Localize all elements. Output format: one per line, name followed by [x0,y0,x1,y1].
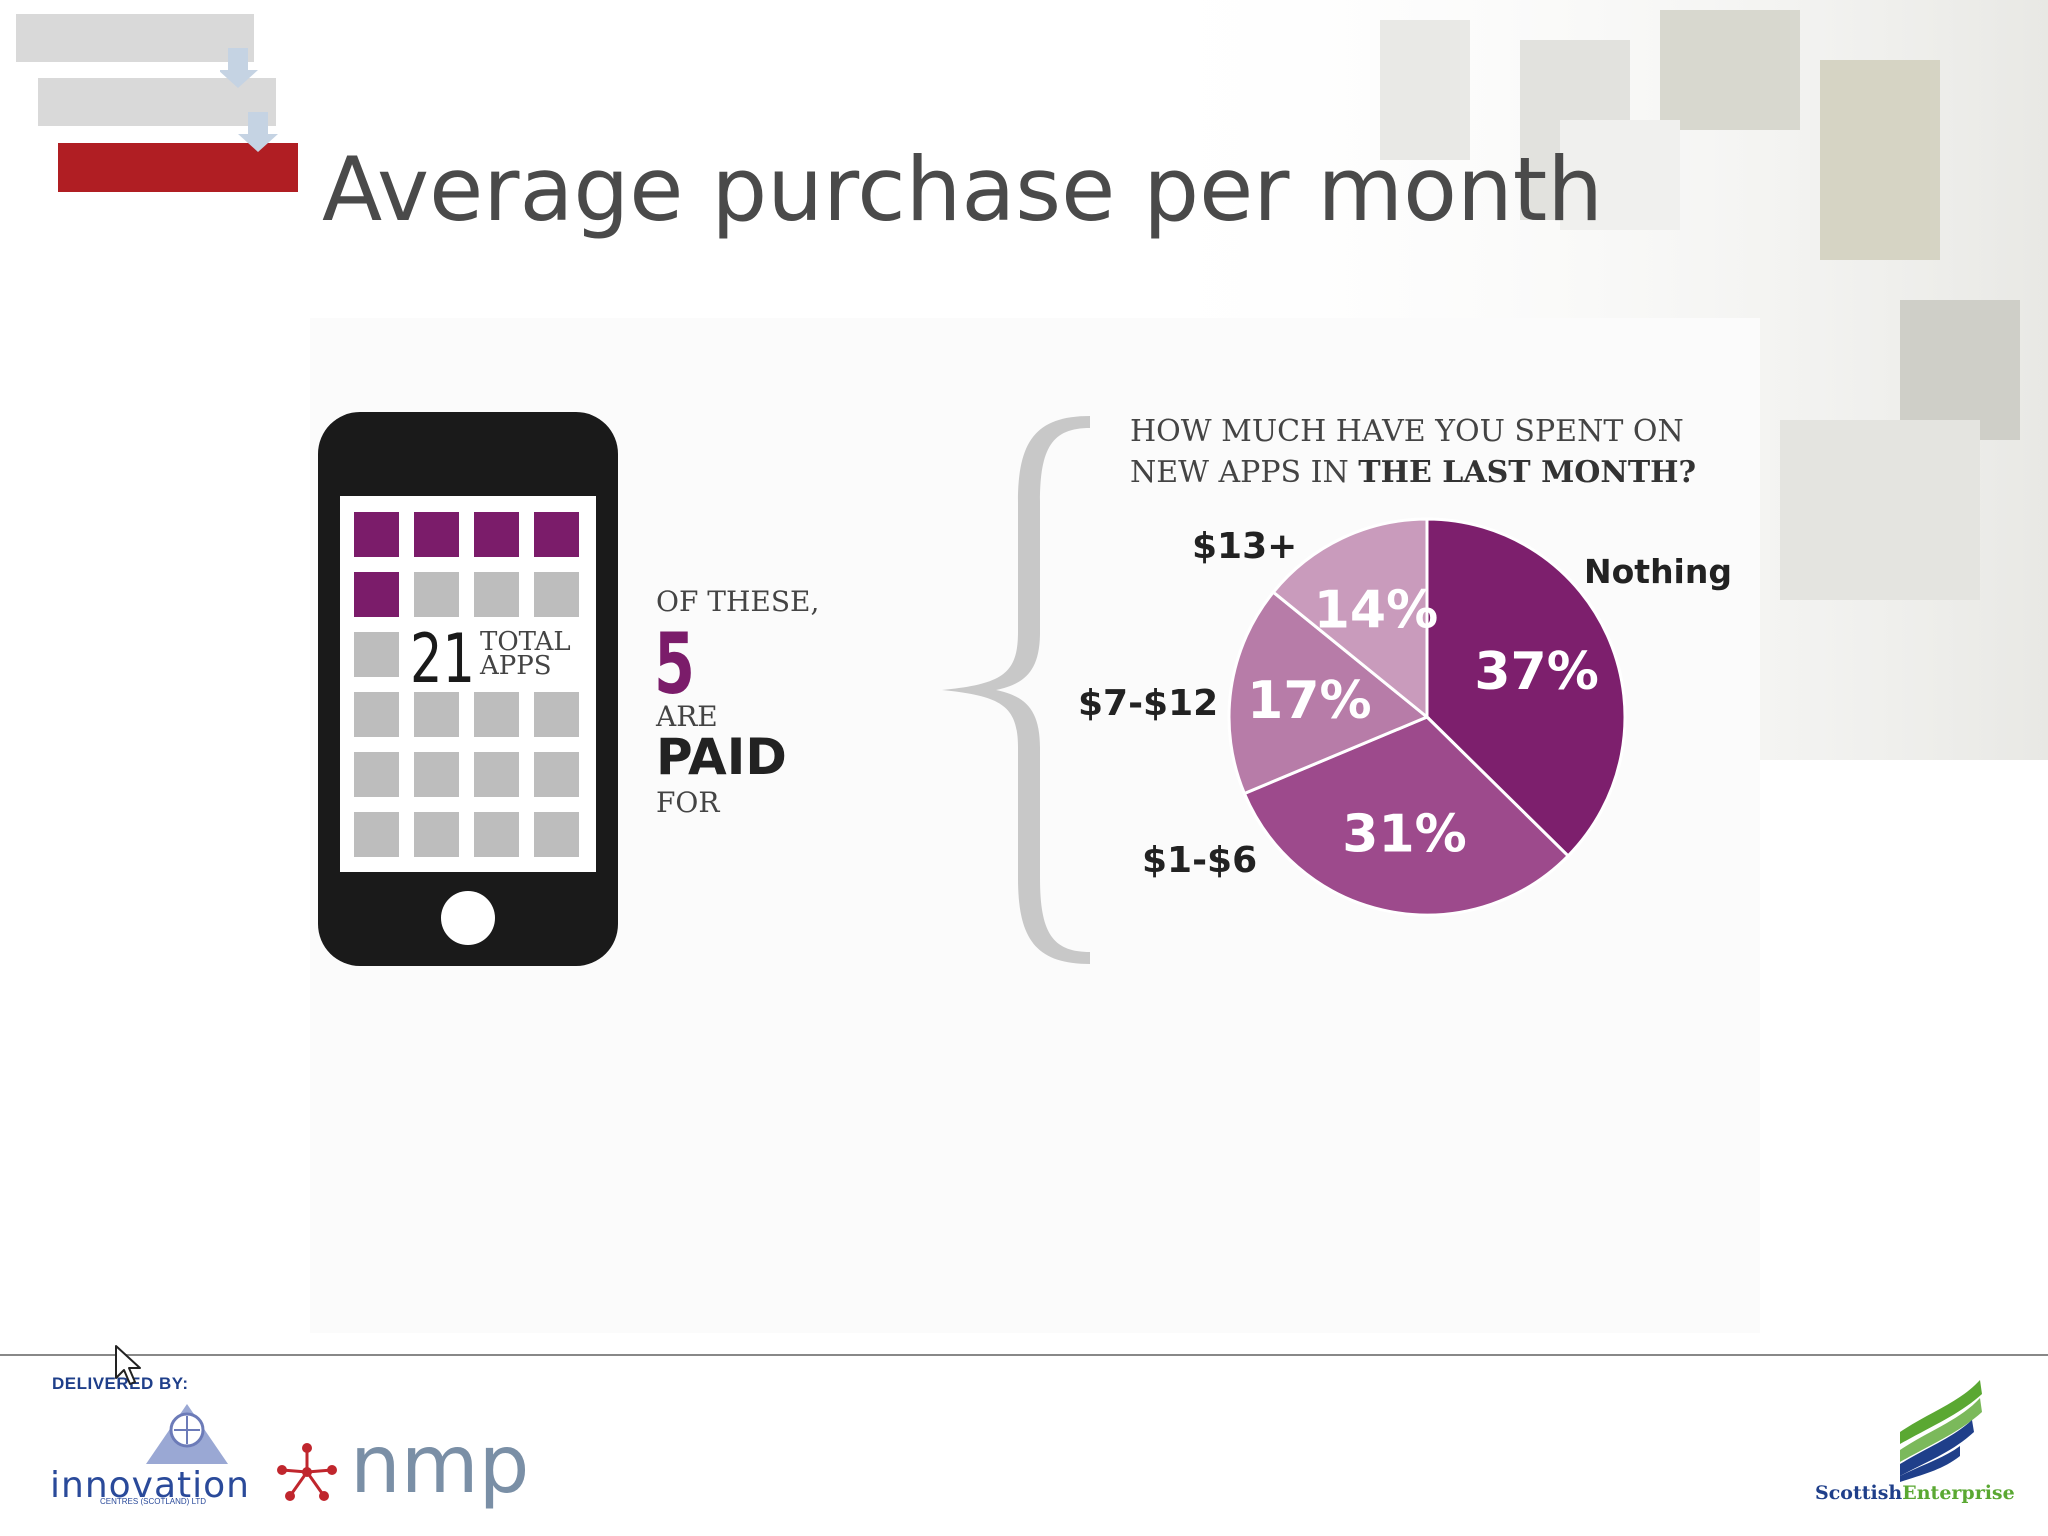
free-app-square [354,692,399,737]
paid-text: PAID [656,728,787,786]
paid-app-square [414,512,459,557]
free-app-square [354,632,399,677]
slide-title: Average purchase per month [322,138,1604,241]
nmp-logo-icon [277,1443,337,1501]
scottish-enterprise-logo-icon [1900,1380,1982,1482]
pie-slice-nothing [1425,517,1627,859]
scottish-enterprise-logo-text: ScottishEnterprise [1815,1482,2015,1504]
total-label-line1: TOTAL [480,627,571,657]
free-app-square [414,572,459,617]
decor-arrow-icons [220,48,278,152]
question-line1: HOW MUCH HAVE YOU SPENT ON [1130,414,1684,449]
pie-label-7-12: $7-$12 [1078,683,1219,724]
free-app-square [534,752,579,797]
question-line2: NEW APPS IN THE LAST MONTH? [1130,455,1696,490]
question-line2-prefix: NEW APPS IN [1130,455,1359,490]
total-apps-number: 21 [410,620,475,699]
footer-divider [0,1354,2048,1356]
free-app-square [534,812,579,857]
free-app-square [534,692,579,737]
paid-app-square [474,512,519,557]
innovation-logo-text: innovation [50,1465,250,1506]
paid-app-square [354,572,399,617]
pie-label-nothing: Nothing [1584,552,1732,591]
pie-value-label-13-plus: 14% [1314,581,1438,641]
phone-illustration [318,412,618,966]
pie-value-label-7-12: 17% [1247,671,1371,731]
paid-app-square [534,512,579,557]
question-line2-bold: THE LAST MONTH? [1358,455,1697,490]
free-app-square [534,572,579,617]
free-app-square [414,752,459,797]
pie-value-label-1-6: 31% [1342,805,1466,865]
free-app-square [354,812,399,857]
delivered-by-label: DELIVERED BY: [52,1374,189,1393]
paid-apps-number: 5 [654,615,695,713]
for-text: FOR [656,786,720,819]
nmp-logo-text: nmp [350,1418,530,1511]
mouse-cursor-icon [115,1345,141,1385]
pie-label-13-plus: $13+ [1192,526,1298,567]
pie-slice-7-12 [1227,590,1430,796]
are-text: ARE [656,700,718,733]
total-label-line2: APPS [480,651,552,681]
total-apps-label: TOTAL APPS [480,627,571,681]
free-app-square [474,692,519,737]
paid-app-square [354,512,399,557]
innovation-logo-subtext: CENTRES (SCOTLAND) LTD [100,1497,207,1506]
scottish-text: Scottish [1815,1482,1903,1504]
free-app-square [474,752,519,797]
curly-brace [942,416,1090,964]
pie-slice-13-plus [1271,517,1429,721]
free-app-square [414,812,459,857]
free-app-square [414,692,459,737]
innovation-logo-icon [146,1404,228,1464]
free-app-square [474,572,519,617]
pie-label-1-6: $1-$6 [1142,840,1258,881]
free-app-square [354,752,399,797]
pie-value-label-nothing: 37% [1474,642,1598,702]
of-these-text: OF THESE, [656,585,820,618]
pie-slice-1-6 [1242,715,1571,917]
enterprise-text: Enterprise [1902,1482,2015,1504]
pie-chart: 37% 31% 17% 14% [1227,517,1627,917]
decor-bar-1 [16,14,254,62]
free-app-square [474,812,519,857]
